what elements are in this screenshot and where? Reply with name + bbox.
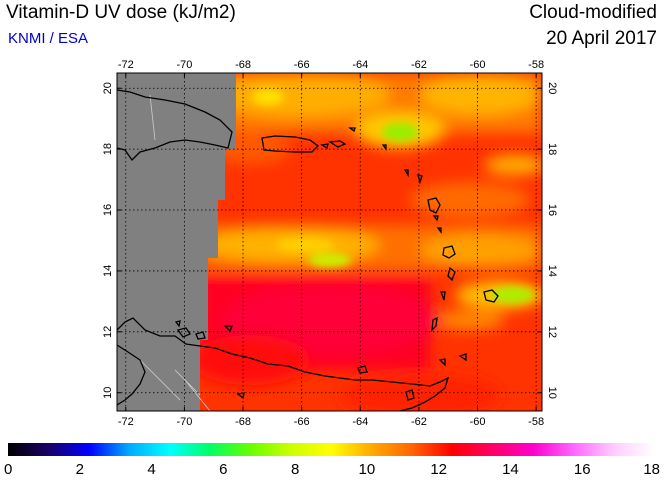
lon-tick-top-0: -72 [118,59,134,71]
lon-tick-bottom-1: -70 [176,416,192,428]
lon-tick-top-3: -66 [294,59,310,71]
map-title: Vitamin-D UV dose (kJ/m2) [6,2,236,23]
lon-tick-top-6: -60 [470,59,486,71]
mode-label: Cloud-modified [529,2,657,23]
lat-tick-right-5: 20 [546,82,558,94]
lon-tick-bottom-5: -62 [411,416,427,428]
lat-tick-right-4: 18 [546,143,558,155]
colorbar-label-9: 18 [643,461,660,478]
colorbar-label-5: 10 [359,461,376,478]
dose-field [117,73,542,411]
lat-tick-left-0: 10 [102,387,114,399]
lon-tick-bottom-0: -72 [118,416,134,428]
colorbar [8,443,654,456]
plot-frame [116,72,543,412]
colorbar-labels: 0 2 4 6 8 10 12 14 16 18 [4,461,660,478]
lat-tick-right-2: 14 [546,265,558,277]
no-data-region [117,73,236,411]
colorbar-label-1: 2 [76,461,84,478]
lat-tick-left-3: 16 [102,204,114,216]
lon-tick-bottom-7: -58 [528,416,544,428]
colorbar-label-7: 14 [502,461,519,478]
lon-tick-bottom-6: -60 [470,416,486,428]
lat-tick-right-0: 10 [546,387,558,399]
date-label: 20 April 2017 [546,28,657,49]
colorbar-label-3: 6 [219,461,227,478]
colorbar-label-4: 8 [291,461,299,478]
lon-tick-top-1: -70 [176,59,192,71]
lon-tick-top-4: -64 [352,59,368,71]
colorbar-label-2: 4 [147,461,155,478]
colorbar-label-6: 12 [430,461,447,478]
colorbar-label-8: 16 [574,461,591,478]
coastlines [117,89,499,411]
lat-tick-left-4: 18 [102,143,114,155]
axis-ticks: -72 -72 -70 -70 -68 -68 -66 -66 -64 -64 -62 -62 -60 -… [102,59,558,428]
lon-tick-top-2: -68 [235,59,251,71]
lon-tick-bottom-3: -66 [294,416,310,428]
lon-tick-top-7: -58 [528,59,544,71]
lon-tick-bottom-2: -68 [235,416,251,428]
lat-tick-right-1: 12 [546,326,558,338]
lon-tick-bottom-4: -64 [352,416,368,428]
lat-tick-left-1: 12 [102,326,114,338]
lat-tick-left-2: 14 [102,265,114,277]
lon-tick-top-5: -62 [411,59,427,71]
grid-lines [117,73,542,411]
lat-tick-left-5: 20 [102,82,114,94]
lat-tick-right-3: 16 [546,204,558,216]
credit-label: KNMI / ESA [8,30,89,47]
colorbar-label-0: 0 [4,461,12,478]
